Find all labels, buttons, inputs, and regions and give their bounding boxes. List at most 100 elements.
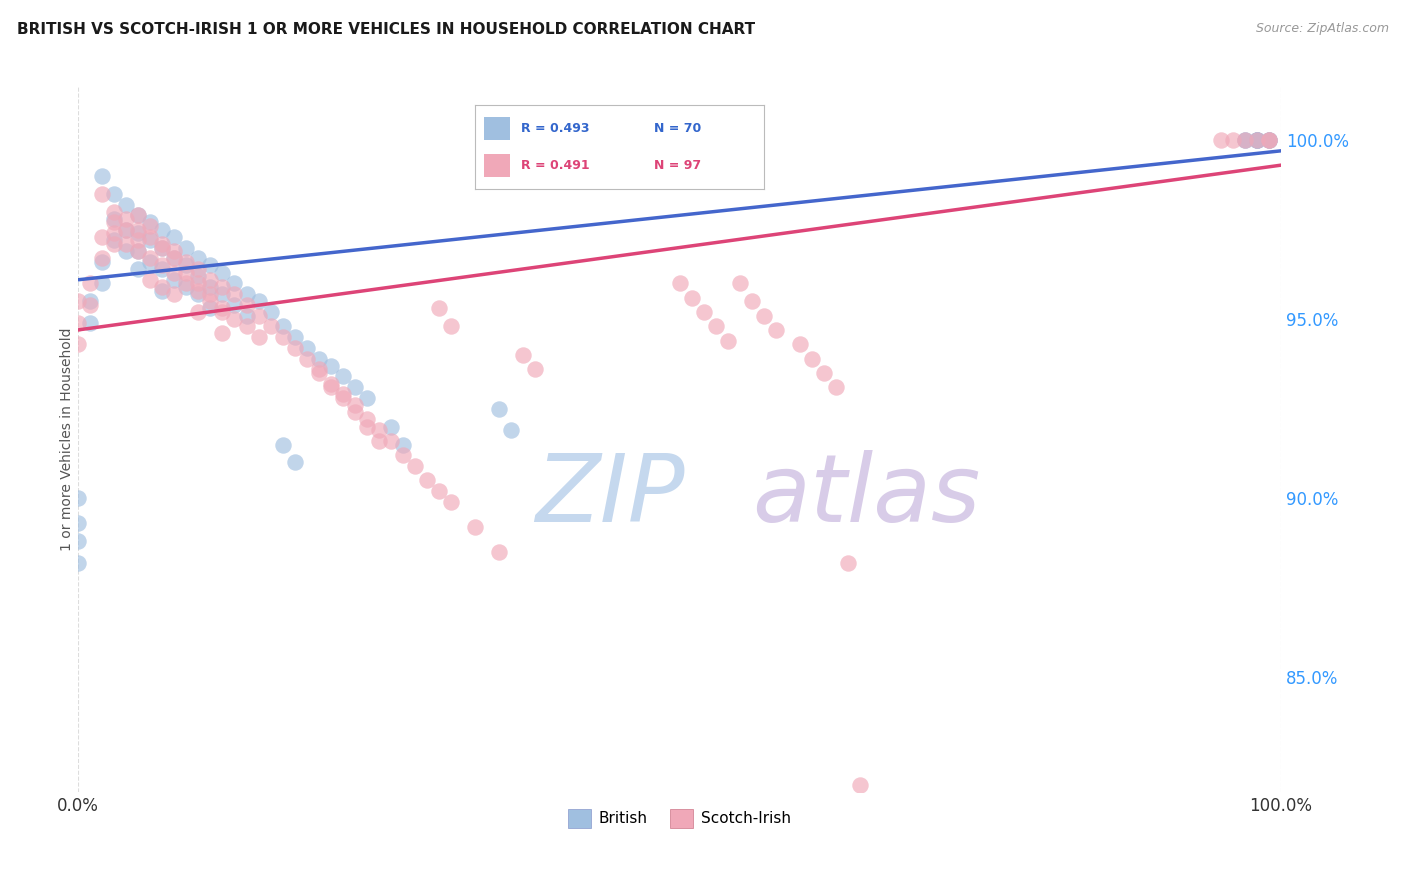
Point: [150, 280, 173, 294]
Point: [176, 266, 198, 280]
Point: [150, 241, 173, 255]
Point: [367, 423, 389, 437]
Point: [380, 434, 402, 448]
Point: [200, 259, 222, 273]
Point: [392, 437, 415, 451]
Point: [343, 405, 366, 419]
Point: [150, 241, 173, 255]
Point: [115, 211, 138, 226]
Point: [356, 419, 378, 434]
Point: [332, 387, 354, 401]
Point: [308, 351, 330, 366]
Point: [837, 556, 859, 570]
Point: [295, 341, 318, 355]
Point: [150, 284, 173, 298]
Point: [127, 222, 149, 236]
Point: [176, 280, 198, 294]
Point: [163, 244, 186, 259]
Point: [392, 448, 415, 462]
Point: [416, 474, 439, 488]
Legend: British, Scotch-Irish: British, Scotch-Irish: [562, 803, 797, 834]
Point: [1258, 133, 1281, 147]
Point: [139, 255, 162, 269]
Point: [464, 520, 486, 534]
Point: [200, 287, 222, 301]
Point: [91, 277, 114, 291]
Point: [187, 262, 209, 277]
Point: [103, 204, 125, 219]
Point: [224, 298, 246, 312]
Point: [224, 277, 246, 291]
Point: [103, 215, 125, 229]
Point: [211, 301, 233, 316]
Point: [115, 244, 138, 259]
Point: [127, 226, 149, 240]
Point: [67, 491, 90, 506]
Point: [67, 556, 90, 570]
Point: [247, 294, 270, 309]
Point: [79, 316, 101, 330]
Point: [187, 287, 209, 301]
Point: [1246, 133, 1268, 147]
Point: [115, 222, 138, 236]
Point: [200, 294, 222, 309]
Point: [176, 241, 198, 255]
Point: [127, 262, 149, 277]
Point: [176, 259, 198, 273]
Point: [224, 287, 246, 301]
Point: [67, 294, 90, 309]
Point: [1246, 133, 1268, 147]
Point: [1222, 133, 1244, 147]
Point: [1233, 133, 1256, 147]
Point: [440, 319, 463, 334]
Point: [187, 284, 209, 298]
Point: [150, 222, 173, 236]
Point: [295, 351, 318, 366]
Point: [271, 437, 294, 451]
Point: [332, 369, 354, 384]
Point: [404, 458, 426, 473]
Point: [524, 362, 547, 376]
Point: [308, 366, 330, 380]
Point: [163, 252, 186, 266]
Point: [211, 326, 233, 341]
Point: [150, 259, 173, 273]
Point: [79, 298, 101, 312]
Point: [343, 380, 366, 394]
Point: [127, 244, 149, 259]
Point: [200, 273, 222, 287]
Point: [380, 419, 402, 434]
Point: [427, 301, 450, 316]
Point: [103, 226, 125, 240]
Point: [67, 316, 90, 330]
Point: [103, 186, 125, 201]
Point: [163, 273, 186, 287]
Point: [501, 423, 523, 437]
Point: [271, 330, 294, 344]
Point: [150, 262, 173, 277]
Point: [127, 233, 149, 247]
Point: [139, 233, 162, 247]
Text: Source: ZipAtlas.com: Source: ZipAtlas.com: [1256, 22, 1389, 36]
Point: [343, 398, 366, 412]
Point: [367, 434, 389, 448]
Point: [1233, 133, 1256, 147]
Point: [176, 255, 198, 269]
Point: [103, 233, 125, 247]
Point: [91, 169, 114, 183]
Point: [259, 305, 281, 319]
Point: [247, 330, 270, 344]
Point: [284, 341, 307, 355]
Point: [765, 323, 787, 337]
Point: [235, 298, 257, 312]
Point: [512, 348, 534, 362]
Point: [67, 534, 90, 549]
Point: [187, 305, 209, 319]
Point: [211, 305, 233, 319]
Point: [211, 287, 233, 301]
Point: [211, 266, 233, 280]
Point: [139, 229, 162, 244]
Point: [150, 236, 173, 251]
Point: [67, 337, 90, 351]
Point: [235, 287, 257, 301]
